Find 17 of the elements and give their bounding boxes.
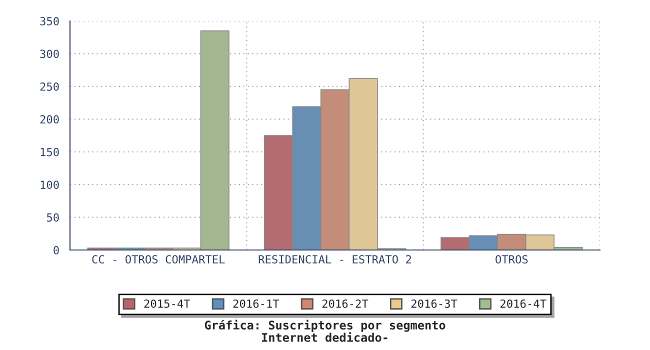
y-tick-label: 0 xyxy=(54,246,59,254)
y-tick-label: 100 xyxy=(40,180,59,189)
legend-label: 2016-4T xyxy=(500,299,546,308)
x-tick-label: CC - OTROS COMPARTEL xyxy=(92,255,225,264)
y-tick-label: 250 xyxy=(40,82,59,91)
y-tick-label: 350 xyxy=(40,17,59,26)
y-tick-label: 150 xyxy=(40,148,59,156)
y-tick-label: 200 xyxy=(40,115,59,124)
legend-label: 2016-3T xyxy=(411,299,458,308)
x-tick-label: OTROS xyxy=(496,255,528,264)
y-tick-label: 300 xyxy=(40,50,59,58)
legend-label: 2016-1T xyxy=(233,299,280,308)
x-tick-label: RESIDENCIAL - ESTRATO 2 xyxy=(258,255,411,264)
text: Gráfica: Suscriptores por segmento Internet dedicado- xyxy=(204,320,446,342)
legend-label: 2016-2T xyxy=(322,299,368,308)
legend-label: 2015-4T xyxy=(144,299,190,308)
y-tick-label: 50 xyxy=(46,213,59,222)
